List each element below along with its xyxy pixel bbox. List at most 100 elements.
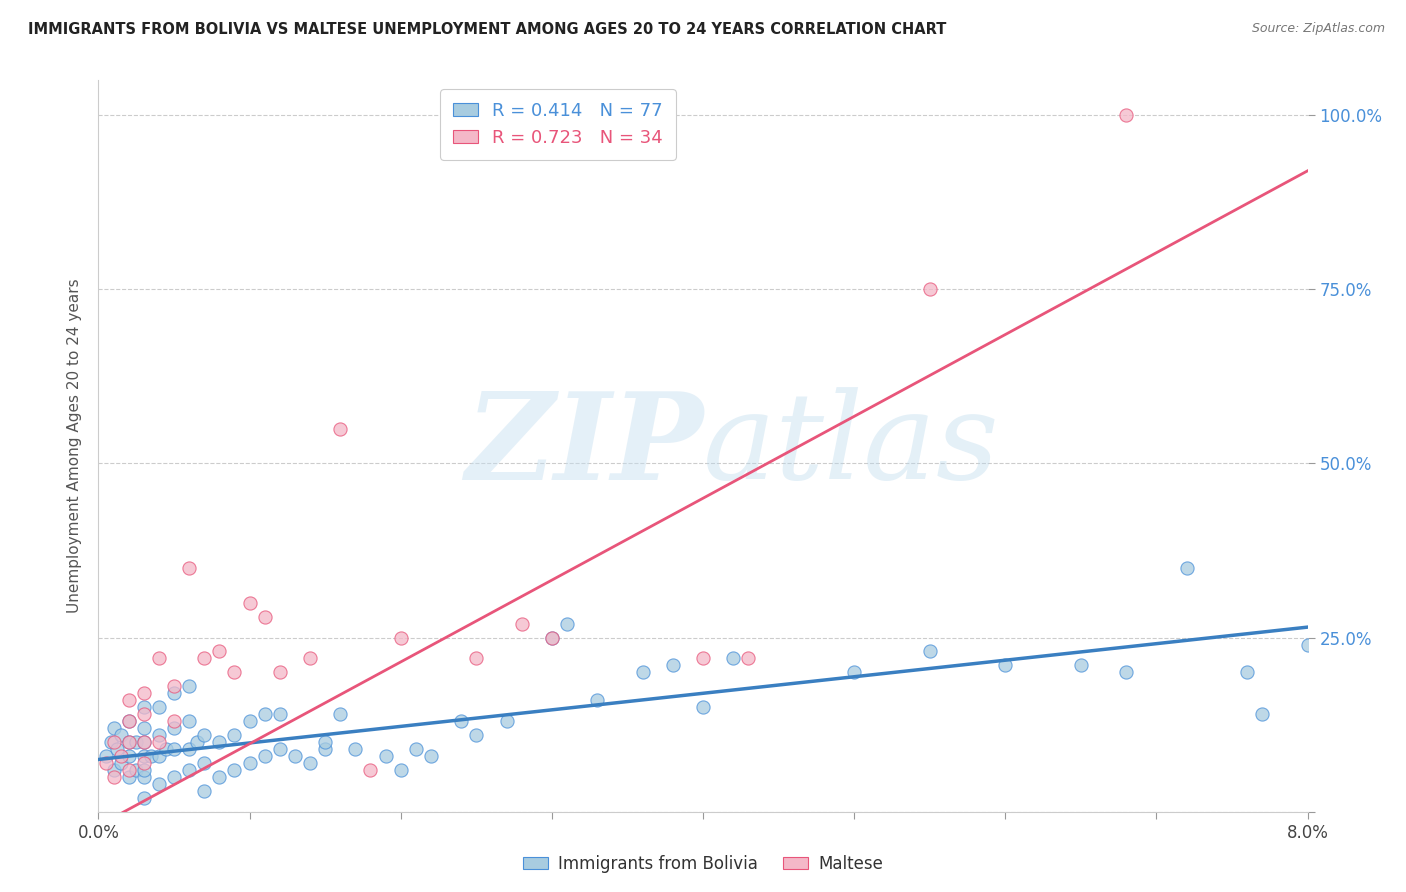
Point [118,735,141,749]
Point [918,644,941,658]
Point [253,609,276,624]
Point [208,735,231,749]
Point [723,651,745,665]
Point [510,616,533,631]
Point [193,728,215,742]
Point [148,651,170,665]
Point [239,714,262,728]
Point [132,735,155,749]
Point [105,742,128,756]
Point [1115,108,1137,122]
Point [148,777,170,791]
Point [239,756,262,770]
Point [389,631,412,645]
Point [994,658,1017,673]
Point [224,728,246,742]
Point [1070,658,1092,673]
Point [132,686,155,700]
Point [692,700,714,714]
Legend: R = 0.414   N = 77, R = 0.723   N = 34: R = 0.414 N = 77, R = 0.723 N = 34 [440,89,676,160]
Point [224,665,246,680]
Point [314,735,336,749]
Point [118,763,141,777]
Point [110,756,132,770]
Point [540,631,562,645]
Point [253,749,276,764]
Point [103,735,125,749]
Point [495,714,517,728]
Point [269,665,291,680]
Point [586,693,609,707]
Point [110,728,132,742]
Point [132,790,155,805]
Point [132,756,155,770]
Text: atlas: atlas [703,387,1000,505]
Point [1296,638,1319,652]
Text: Source: ZipAtlas.com: Source: ZipAtlas.com [1251,22,1385,36]
Point [360,763,382,777]
Point [148,728,170,742]
Point [253,707,276,722]
Point [118,714,141,728]
Point [844,665,866,680]
Point [389,763,412,777]
Point [163,770,186,784]
Text: ZIP: ZIP [465,387,703,505]
Point [314,742,336,756]
Point [269,707,291,722]
Point [118,735,141,749]
Point [179,679,201,693]
Point [737,651,759,665]
Point [299,651,322,665]
Point [179,561,201,575]
Point [1175,561,1198,575]
Point [132,735,155,749]
Point [208,770,231,784]
Point [94,756,117,770]
Point [118,693,141,707]
Point [450,714,472,728]
Point [132,707,155,722]
Point [224,763,246,777]
Point [103,770,125,784]
Point [1115,665,1137,680]
Point [132,721,155,735]
Point [193,784,215,798]
Point [193,756,215,770]
Point [118,714,141,728]
Point [163,714,186,728]
Point [163,686,186,700]
Text: IMMIGRANTS FROM BOLIVIA VS MALTESE UNEMPLOYMENT AMONG AGES 20 TO 24 YEARS CORREL: IMMIGRANTS FROM BOLIVIA VS MALTESE UNEMP… [28,22,946,37]
Point [163,742,186,756]
Point [94,749,117,764]
Point [284,749,307,764]
Point [132,763,155,777]
Point [329,707,352,722]
Point [208,644,231,658]
Point [1236,665,1258,680]
Point [918,282,941,296]
Point [692,651,714,665]
Point [329,421,352,435]
Point [132,700,155,714]
Point [179,742,201,756]
Point [103,763,125,777]
Point [141,749,163,764]
Point [465,651,488,665]
Point [239,596,262,610]
Point [465,728,488,742]
Point [269,742,291,756]
Point [1251,707,1274,722]
Point [163,679,186,693]
Point [299,756,322,770]
Legend: Immigrants from Bolivia, Maltese: Immigrants from Bolivia, Maltese [516,848,890,880]
Point [125,735,148,749]
Point [118,770,141,784]
Point [103,721,125,735]
Point [193,651,215,665]
Point [631,665,654,680]
Point [179,763,201,777]
Point [661,658,683,673]
Point [186,735,208,749]
Point [100,735,122,749]
